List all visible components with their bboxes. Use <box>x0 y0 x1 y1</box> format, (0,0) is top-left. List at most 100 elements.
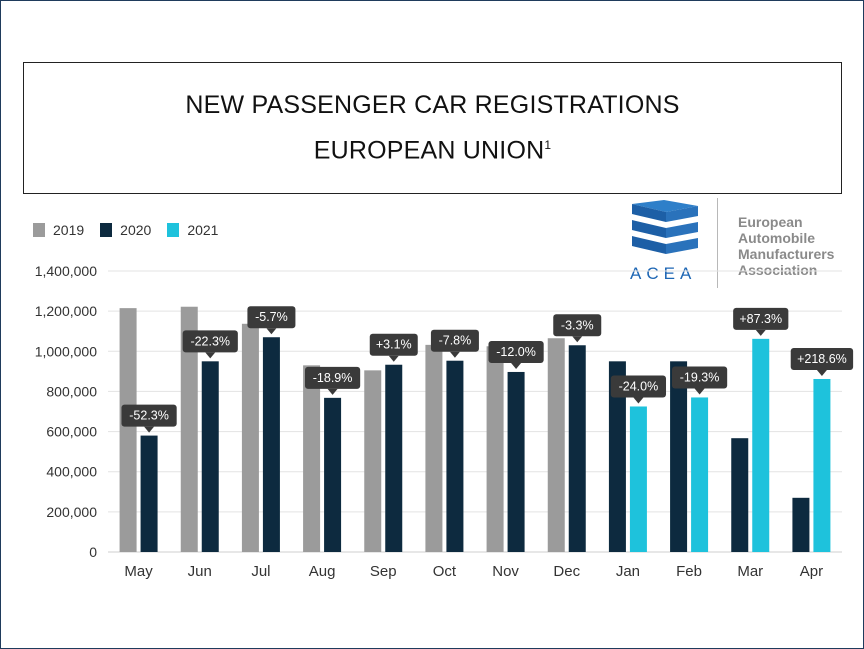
x-tick-label: Mar <box>737 563 763 580</box>
legend-label-2021: 2021 <box>187 222 219 238</box>
title-box: NEW PASSENGER CAR REGISTRATIONS EUROPEAN… <box>23 62 842 194</box>
bar-2020-dec <box>568 345 586 552</box>
bar-2020-mar <box>731 438 749 552</box>
legend-swatch-2020 <box>100 223 113 237</box>
bar-chart: 0 200,000 400,000 600,000 800,000 1,000,000 1,… <box>35 263 854 580</box>
change-callout-box <box>182 330 238 353</box>
logo-name-line: European <box>738 214 803 230</box>
change-callout-pointer <box>572 336 583 343</box>
y-tick-label: 600,000 <box>46 424 97 440</box>
change-label: -5.7% <box>255 310 288 324</box>
y-tick-label: 400,000 <box>46 464 97 480</box>
x-tick-label: Jun <box>188 563 212 580</box>
bar-2020-apr <box>792 497 810 552</box>
bar-2020-nov <box>507 371 525 552</box>
bar-2019-jul <box>241 323 259 552</box>
bar-2020-may <box>140 435 158 552</box>
bar-2020-aug <box>324 397 342 552</box>
bar-2021-mar <box>752 338 770 552</box>
x-tick-label: Apr <box>800 563 823 580</box>
acea-logo: ACEA European Automobile Manufacturers A… <box>628 196 848 292</box>
change-callout-pointer <box>144 426 155 433</box>
legend-swatch-2019 <box>33 223 45 237</box>
footnote-mark: 1 <box>544 138 552 153</box>
change-label: -18.9% <box>313 371 353 385</box>
bar-2019-jun <box>180 306 198 552</box>
y-tick-label: 200,000 <box>46 504 97 520</box>
change-label: -52.3% <box>129 409 169 423</box>
logo-divider <box>717 198 718 288</box>
y-tick-label: 1,200,000 <box>35 303 97 319</box>
bar-2020-jul <box>262 337 280 552</box>
bar-2019-oct <box>425 344 443 552</box>
logo-name: European Automobile Manufacturers Associ… <box>738 214 834 278</box>
change-callout-box <box>121 404 177 427</box>
change-label: -3.3% <box>561 318 594 332</box>
change-label: +3.1% <box>376 338 412 352</box>
legend-item-2021: 2021 <box>167 222 218 238</box>
bar-2020-jun <box>201 361 219 552</box>
title-line-2: EUROPEAN UNION1 <box>314 128 551 167</box>
y-tick-label: 1,400,000 <box>35 263 97 279</box>
change-callout-pointer <box>327 388 338 395</box>
change-callout-pointer <box>266 328 277 335</box>
bar-2020-feb <box>670 361 688 552</box>
logo-name-line: Automobile <box>738 230 815 246</box>
logo-name-line: Association <box>738 262 818 278</box>
x-tick-label: Jan <box>616 563 640 580</box>
x-tick-label: Aug <box>309 563 336 580</box>
bar-2019-nov <box>486 346 504 552</box>
x-tick-label: Sep <box>370 563 397 580</box>
x-tick-label: Dec <box>553 563 580 580</box>
change-callout-box <box>553 314 602 337</box>
bar-2021-apr <box>813 378 831 552</box>
change-callout-box <box>610 375 667 398</box>
bar-2019-aug <box>303 365 321 552</box>
change-callout-pointer <box>511 362 522 369</box>
y-tick-label: 1,000,000 <box>35 343 97 359</box>
change-label: -12.0% <box>496 345 536 359</box>
logo-name-line: Manufacturers <box>738 246 835 262</box>
title-line-1: NEW PASSENGER CAR REGISTRATIONS <box>185 91 680 120</box>
change-callout-box <box>304 366 361 389</box>
change-callout-box <box>488 340 544 363</box>
bar-2021-feb <box>691 397 709 552</box>
change-callout-box <box>733 307 789 330</box>
legend-label-2020: 2020 <box>120 222 152 238</box>
change-label: -19.3% <box>680 370 720 384</box>
chart-legend: 2019 2020 2021 <box>33 222 218 238</box>
change-callout-pointer <box>755 329 766 336</box>
bar-2020-jan <box>608 361 626 552</box>
change-callout-pointer <box>816 369 827 376</box>
change-callout-pointer <box>205 352 216 359</box>
acea-cube-icon <box>632 200 698 254</box>
legend-swatch-2021 <box>167 223 180 237</box>
bar-2019-dec <box>547 338 565 552</box>
y-tick-label: 0 <box>89 544 97 560</box>
change-callout-box <box>790 347 854 370</box>
x-tick-label: Jul <box>251 563 270 580</box>
logo-acronym: ACEA <box>630 264 697 283</box>
change-callout-pointer <box>388 355 399 362</box>
legend-item-2020: 2020 <box>100 222 151 238</box>
change-label: -22.3% <box>190 334 230 348</box>
bar-2019-may <box>119 308 137 552</box>
legend-item-2019: 2019 <box>33 222 84 238</box>
change-label: -24.0% <box>619 379 659 393</box>
x-tick-label: May <box>124 563 153 580</box>
y-tick-label: 800,000 <box>46 383 97 399</box>
bar-2020-sep <box>385 364 403 552</box>
change-label: +218.6% <box>797 352 847 366</box>
change-callout-box <box>671 366 728 389</box>
title-line-2-text: EUROPEAN UNION <box>313 136 545 165</box>
change-callout-box <box>430 329 479 352</box>
bar-2021-jan <box>629 406 647 552</box>
bar-2020-oct <box>446 360 464 552</box>
change-callout-box <box>247 306 296 329</box>
bar-2019-sep <box>364 370 382 552</box>
x-tick-label: Nov <box>492 563 519 580</box>
change-label: +87.3% <box>739 312 782 326</box>
change-label: -7.8% <box>439 334 472 348</box>
change-callout-pointer <box>449 351 460 358</box>
change-callout-box <box>369 333 418 356</box>
